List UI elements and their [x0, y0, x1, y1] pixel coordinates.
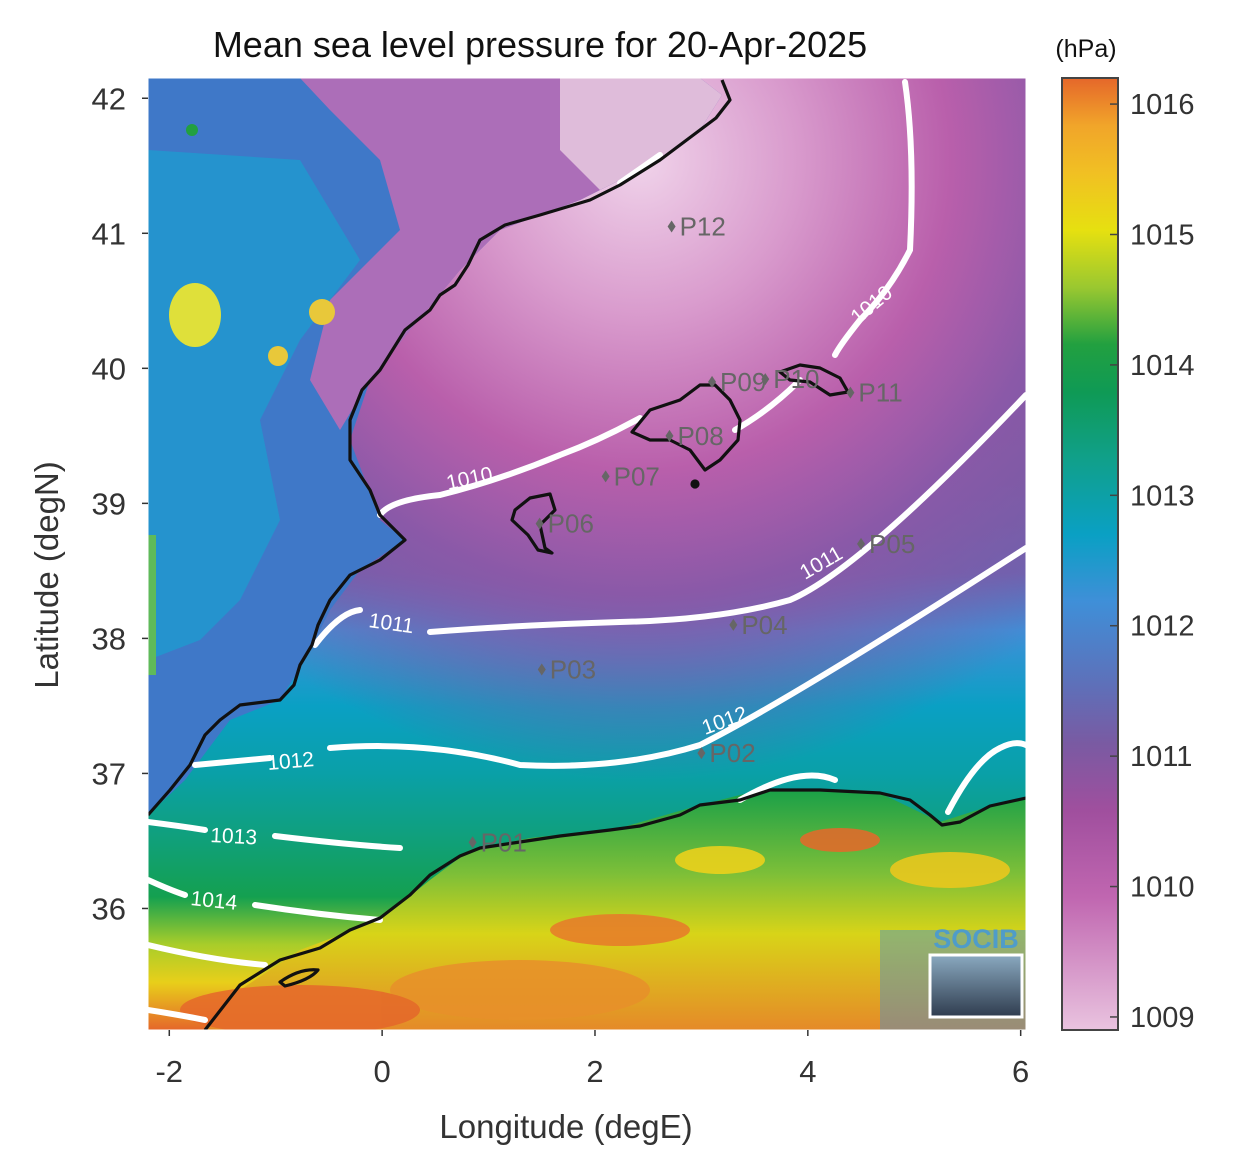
y-tick-label: 40	[92, 351, 126, 386]
x-tick-label: 0	[374, 1054, 391, 1089]
colorbar-tick-label: 1010	[1130, 872, 1195, 904]
x-axis-ticks: -2 0 2 4 6	[155, 1030, 1029, 1089]
y-tick-label: 42	[92, 81, 126, 116]
station-label: P10	[773, 364, 819, 394]
socib-logo-text: SOCIB	[933, 924, 1019, 954]
mallorca-coastline	[630, 383, 742, 472]
station-marker	[846, 386, 855, 399]
colorbar	[1061, 77, 1119, 1031]
y-axis-ticks: 36 37 38 39 40 41 42	[92, 81, 148, 926]
station-marker	[708, 375, 717, 388]
contour-1010-south	[377, 377, 803, 518]
contour-1016	[148, 1007, 208, 1023]
station-label: P06	[548, 509, 594, 539]
colorbar-tick-label: 1009	[1130, 1002, 1195, 1034]
station-markers: P01 P02 P03 P04 P05 P06 P07 P08 P09 P10 P11 P12	[468, 212, 915, 857]
station-marker	[857, 537, 866, 550]
pressure-contours	[148, 79, 1026, 1023]
ibiza-coastline	[510, 492, 557, 555]
africa-terrain-highs	[180, 828, 1010, 1030]
colorbar-tick-label: 1012	[1130, 611, 1195, 643]
y-axis-label: Latitude (degN)	[28, 461, 65, 688]
y-tick-label: 38	[92, 621, 126, 656]
colorbar-tick-label: 1013	[1130, 480, 1195, 512]
y-tick-label: 37	[92, 756, 126, 791]
africa-coastline	[203, 788, 1026, 1030]
pressure-field: 1010 1010 1011 1011 1012 1012 1013 1014 …	[148, 78, 1026, 1030]
station-label: P11	[858, 378, 902, 408]
station-marker	[729, 618, 738, 631]
x-tick-label: 6	[1012, 1054, 1029, 1089]
socib-logo: SOCIB	[928, 924, 1024, 1019]
iberia-terrain-highs	[148, 124, 335, 675]
colorbar-ticks: 1009 1010 1011 1012 1013 1014 1015 1016	[1110, 89, 1195, 1034]
colorbar-units: (hPa)	[1055, 35, 1116, 63]
colorbar-tick-label: 1011	[1130, 741, 1192, 773]
x-tick-label: -2	[155, 1054, 183, 1089]
station-marker	[535, 517, 544, 530]
station-label: P12	[680, 212, 726, 242]
socib-logo-box	[928, 953, 1024, 1019]
colorbar-tick-label: 1015	[1130, 219, 1195, 251]
contour-1010-east	[832, 79, 915, 358]
contour-1015	[148, 942, 268, 968]
contour-1010-north	[617, 152, 663, 186]
station-label: P09	[720, 367, 766, 397]
coastlines	[148, 79, 1026, 1030]
colorbar-tick-label: 1014	[1130, 350, 1195, 382]
station-label: P05	[869, 529, 915, 559]
station-label: P08	[677, 421, 723, 451]
map-title: Mean sea level pressure for 20-Apr-2025	[213, 24, 867, 65]
station-label: P03	[550, 654, 596, 684]
y-tick-label: 39	[92, 486, 126, 521]
station-label: P02	[709, 738, 755, 768]
station-label: P01	[481, 827, 527, 857]
x-axis-label: Longitude (degE)	[439, 1108, 692, 1145]
iberia-inland-band	[148, 150, 360, 660]
contour-label-1014: 1014	[189, 887, 238, 915]
x-tick-label: 4	[799, 1054, 816, 1089]
iberia-pink-ridge	[560, 78, 722, 190]
station-marker	[697, 747, 706, 760]
contour-1014	[148, 877, 383, 923]
station-marker	[667, 220, 676, 233]
y-tick-label: 41	[92, 216, 126, 251]
contour-label-1013: 1013	[210, 824, 258, 849]
station-marker	[468, 836, 477, 849]
map-frame	[147, 77, 1027, 1031]
alboran-islet	[278, 968, 320, 988]
y-tick-label: 36	[92, 891, 126, 926]
contour-label-1012-a: 1012	[266, 748, 315, 775]
station-marker	[665, 429, 674, 442]
iberia-coastline	[148, 79, 732, 817]
station-label: P07	[614, 461, 660, 491]
colorbar-tick-label: 1016	[1130, 89, 1195, 121]
station-marker	[537, 663, 546, 676]
station-marker	[761, 373, 770, 386]
contour-1012-south	[737, 740, 1026, 815]
cabrera-island	[690, 479, 700, 489]
station-label: P04	[741, 610, 787, 640]
contour-1013	[148, 819, 403, 851]
station-marker	[601, 470, 610, 483]
contour-1011	[312, 392, 1026, 648]
contour-1012	[192, 545, 1026, 769]
x-tick-label: 2	[586, 1054, 603, 1089]
